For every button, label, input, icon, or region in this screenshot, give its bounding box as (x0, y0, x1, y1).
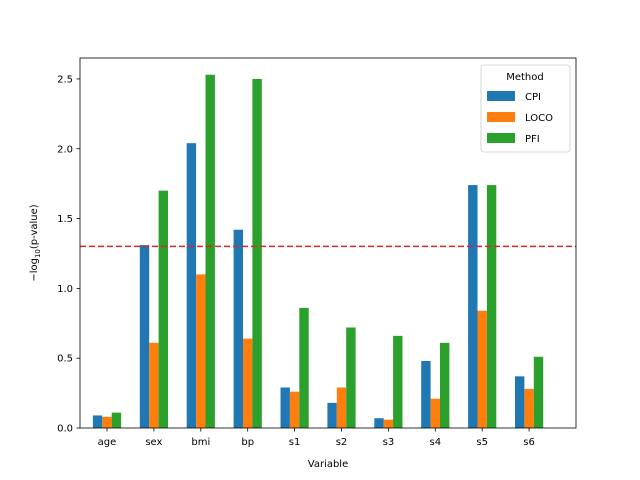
bars-group (92, 74, 544, 429)
y-tick-label: 2.0 (57, 144, 73, 155)
y-tick-label: 2.5 (57, 74, 73, 85)
plot-frame (79, 57, 577, 429)
legend-label-pfi: PFI (525, 134, 540, 145)
bar-pfi-s3 (393, 335, 403, 428)
bar-pfi-sex (158, 190, 168, 428)
legend: Method CPI LOCO PFI (480, 64, 571, 153)
legend-swatch-pfi (487, 133, 515, 143)
legend-swatch-cpi (487, 91, 515, 101)
bar-pfi-s6 (533, 356, 544, 428)
bar-loco-bmi (196, 274, 206, 428)
y-axis-label-subscript: 10 (34, 249, 42, 258)
bar-pfi-bmi (205, 74, 215, 429)
bar-cpi-bp (233, 229, 243, 428)
legend-title: Method (506, 72, 544, 83)
x-tick-label-bmi: bmi (191, 437, 210, 448)
bar-cpi-age (92, 415, 103, 428)
bar-loco-s4 (430, 398, 440, 428)
legend-box (480, 64, 571, 153)
bar-loco-age (102, 416, 112, 428)
y-tick-label: 1.5 (57, 214, 73, 225)
x-axis-ticks: age sex bmi bp s1 s2 s3 s4 s5 s6 (98, 428, 535, 448)
bar-loco-s1 (289, 391, 300, 428)
bar-pfi-s5 (486, 185, 497, 428)
x-tick-label-s4: s4 (430, 437, 442, 448)
bar-cpi-bmi (186, 143, 197, 429)
x-tick-label-sex: sex (145, 437, 162, 448)
bar-loco-s2 (336, 387, 347, 428)
bar-loco-sex (149, 342, 159, 428)
bar-cpi-s2 (327, 402, 337, 428)
y-tick-label: 0.0 (57, 424, 73, 435)
y-tick-label: 1.0 (57, 284, 73, 295)
y-axis-label-suffix: (p-value) (29, 204, 40, 249)
bar-loco-s3 (383, 419, 394, 428)
bar-cpi-s3 (374, 418, 384, 428)
y-axis-label-prefix: −log (29, 258, 40, 282)
x-tick-label-bp: bp (241, 437, 254, 448)
bar-cpi-sex (139, 245, 150, 428)
bar-cpi-s4 (421, 360, 431, 428)
bar-loco-s6 (524, 388, 534, 428)
x-tick-label-s2: s2 (336, 437, 348, 448)
bar-cpi-s5 (468, 185, 478, 428)
legend-label-loco: LOCO (525, 113, 553, 124)
bar-pfi-s4 (440, 342, 450, 428)
bar-pfi-s2 (346, 327, 356, 428)
bar-pfi-s1 (299, 307, 309, 428)
x-tick-label-s6: s6 (523, 437, 535, 448)
x-tick-label-s3: s3 (383, 437, 395, 448)
y-tick-label: 0.5 (57, 354, 73, 365)
legend-items: CPI LOCO PFI (487, 91, 553, 145)
x-tick-label-age: age (98, 437, 117, 448)
bar-loco-bp (243, 338, 253, 428)
legend-label-cpi: CPI (525, 92, 541, 103)
x-tick-label-s1: s1 (289, 437, 301, 448)
x-tick-label-s5: s5 (476, 437, 488, 448)
y-axis-ticks: 0.0 0.5 1.0 1.5 2.0 2.5 (57, 74, 80, 435)
bar-pfi-bp (252, 78, 262, 429)
x-axis-label: Variable (308, 459, 349, 470)
bar-cpi-s6 (515, 376, 525, 428)
bar-loco-s5 (477, 310, 487, 428)
y-axis-label: −log10(p-value) (29, 204, 42, 281)
bar-pfi-age (111, 412, 122, 428)
bar-cpi-s1 (280, 387, 290, 428)
legend-swatch-loco (487, 112, 515, 122)
